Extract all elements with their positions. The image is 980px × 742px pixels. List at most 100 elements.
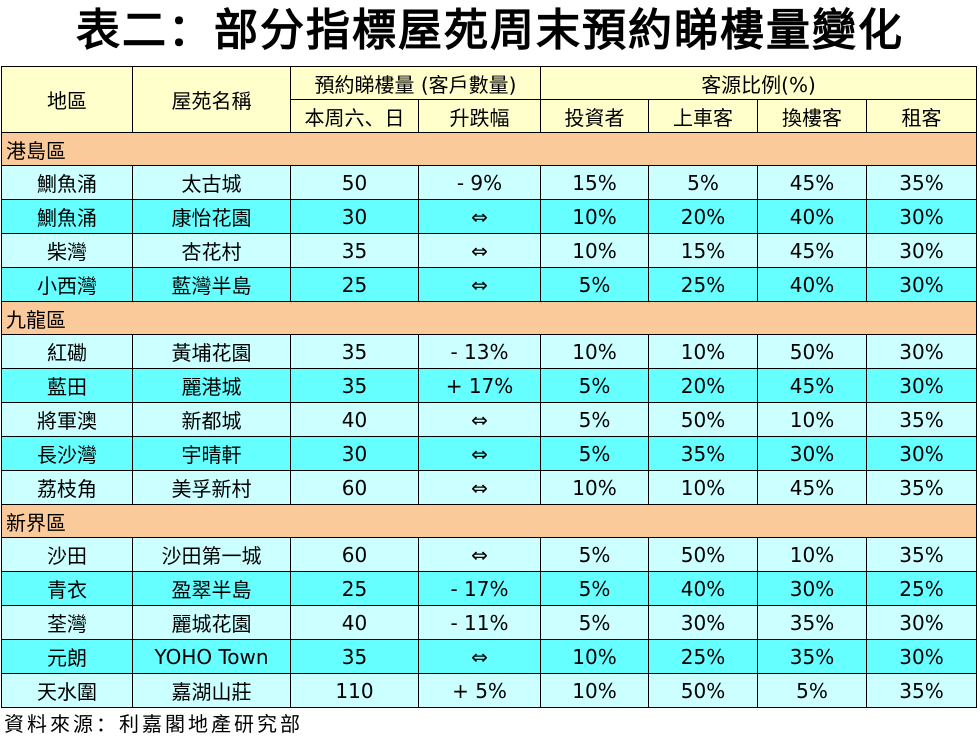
table-cell: 藍灣半島 — [132, 267, 291, 302]
table-cell: 藍田 — [1, 368, 133, 403]
table-cell: - 9% — [418, 165, 541, 200]
table-cell: 5% — [648, 165, 758, 200]
data-row: 青衣 盈翠半島 25- 17% 5% 40% 30% 25% — [1, 571, 977, 606]
data-row: 天水圍 嘉湖山莊 110 + 5% 10% 50% 5% 35% — [1, 673, 977, 708]
table-cell: 15% — [540, 165, 649, 200]
table-cell: 35 — [290, 639, 419, 674]
table-cell: 30% — [866, 334, 977, 369]
data-row: 鰂魚涌 康怡花園 30 ⇔ 10% 20% 40% 30% — [1, 199, 977, 234]
section-row: 新界區 — [1, 504, 977, 538]
table-cell: 50% — [648, 537, 758, 572]
table-cell: 60 — [290, 537, 419, 572]
table-cell: 麗港城 — [132, 368, 291, 403]
header-cell: 上車客 — [648, 99, 758, 133]
table-cell: 40 — [290, 605, 419, 640]
table-cell: ⇔ — [418, 199, 541, 234]
table-cell: 60 — [290, 470, 419, 505]
table-cell: 40% — [648, 571, 758, 606]
header-cell: 升跌幅 — [418, 99, 541, 133]
table-cell: - 17% — [418, 571, 541, 606]
table-cell: 35% — [757, 639, 867, 674]
table-cell: 紅磡 — [1, 334, 133, 369]
table-cell: 青衣 — [1, 571, 133, 606]
data-row: 鰂魚涌 太古城 50- 9% 15% 5% 45% 35% — [1, 165, 977, 200]
table-cell: 110 — [290, 673, 419, 708]
data-row: 沙田 沙田第一城 60 ⇔ 5% 50% 10% 35% — [1, 537, 977, 572]
section-label: 港島區 — [1, 132, 977, 166]
title: 表二：部分指標屋苑周末預約睇樓量變化 — [76, 5, 904, 56]
table-cell: 5% — [540, 267, 649, 302]
section-row: 港島區 — [1, 132, 977, 166]
table-cell: 35 — [290, 368, 419, 403]
table-cell: 35% — [866, 673, 977, 708]
table-cell: 元朗 — [1, 639, 133, 674]
table-cell: ⇔ — [418, 402, 541, 437]
table-cell: 黃埔花園 — [132, 334, 291, 369]
table-cell: 30% — [757, 571, 867, 606]
data-row: 元朗 YOHO Town 35 ⇔ 10% 25% 35% 30% — [1, 639, 977, 674]
table-cell: 10% — [540, 470, 649, 505]
table-cell: + 17% — [418, 368, 541, 403]
table-cell: 15% — [648, 233, 758, 268]
table-cell: 30% — [866, 436, 977, 471]
table-cell: 5% — [540, 537, 649, 572]
table-cell: 50% — [757, 334, 867, 369]
table-cell: 5% — [540, 571, 649, 606]
table-cell: 10% — [757, 537, 867, 572]
table-cell: 30% — [757, 436, 867, 471]
table-cell: 35% — [866, 470, 977, 505]
table-cell: 嘉湖山莊 — [132, 673, 291, 708]
table-cell: 10% — [540, 233, 649, 268]
table-cell: 5% — [540, 368, 649, 403]
table-cell: 20% — [648, 199, 758, 234]
table-cell: 宇晴軒 — [132, 436, 291, 471]
table-cell: - 13% — [418, 334, 541, 369]
table-cell: 杏花村 — [132, 233, 291, 268]
table-cell: 35 — [290, 334, 419, 369]
data-row: 荔枝角 美孚新村 60 ⇔ 10% 10% 45% 35% — [1, 470, 977, 505]
table-cell: 30% — [866, 233, 977, 268]
table-cell: 鰂魚涌 — [1, 199, 133, 234]
data-row: 藍田 麗港城 35 + 17% 5% 20% 45% 30% — [1, 368, 977, 403]
table-cell: 康怡花園 — [132, 199, 291, 234]
table-cell: 45% — [757, 233, 867, 268]
table-cell: 美孚新村 — [132, 470, 291, 505]
table-cell: 5% — [757, 673, 867, 708]
header-cell: 投資者 — [540, 99, 649, 133]
header-row: 地區 屋苑名稱 預約睇樓量 (客戶數量) 客源比例(%) — [1, 66, 977, 133]
table-cell: 40% — [757, 199, 867, 234]
table-cell: 沙田第一城 — [132, 537, 291, 572]
data-row: 小西灣 藍灣半島 25 ⇔ 5% 25% 40% 30% — [1, 267, 977, 302]
table-cell: 45% — [757, 470, 867, 505]
table-cell: 35% — [866, 165, 977, 200]
table-cell: 30 — [290, 436, 419, 471]
table-cell: 天水圍 — [1, 673, 133, 708]
table-cell: 5% — [540, 605, 649, 640]
table-cell: 10% — [540, 673, 649, 708]
table-cell: 30% — [866, 605, 977, 640]
table-cell: 10% — [648, 334, 758, 369]
table-cell: 35% — [866, 402, 977, 437]
table-cell: 柴灣 — [1, 233, 133, 268]
table-cell: ⇔ — [418, 436, 541, 471]
table-cell: 沙田 — [1, 537, 133, 572]
header-row: 本周六、日 升跌幅 投資者 上車客 換樓客 租客 — [2, 99, 977, 133]
table-cell: ⇔ — [418, 537, 541, 572]
table-cell: ⇔ — [418, 639, 541, 674]
table-cell: 35 — [290, 233, 419, 268]
data-row: 長沙灣 宇晴軒 30 ⇔ 5% 35% 30% 30% — [1, 436, 977, 471]
section-label: 九龍區 — [1, 301, 977, 335]
table-cell: ⇔ — [418, 267, 541, 302]
header-cell: 屋苑名稱 — [132, 66, 291, 133]
table-cell: 30% — [648, 605, 758, 640]
table-cell: 新都城 — [132, 402, 291, 437]
table-cell: 45% — [757, 368, 867, 403]
header-cell: 本周六、日 — [290, 99, 419, 133]
table-cell: 35% — [757, 605, 867, 640]
section-row: 九龍區 — [1, 301, 977, 335]
table-cell: 荃灣 — [1, 605, 133, 640]
table-cell: 10% — [540, 199, 649, 234]
table-cell: 10% — [757, 402, 867, 437]
table-cell: 10% — [540, 639, 649, 674]
